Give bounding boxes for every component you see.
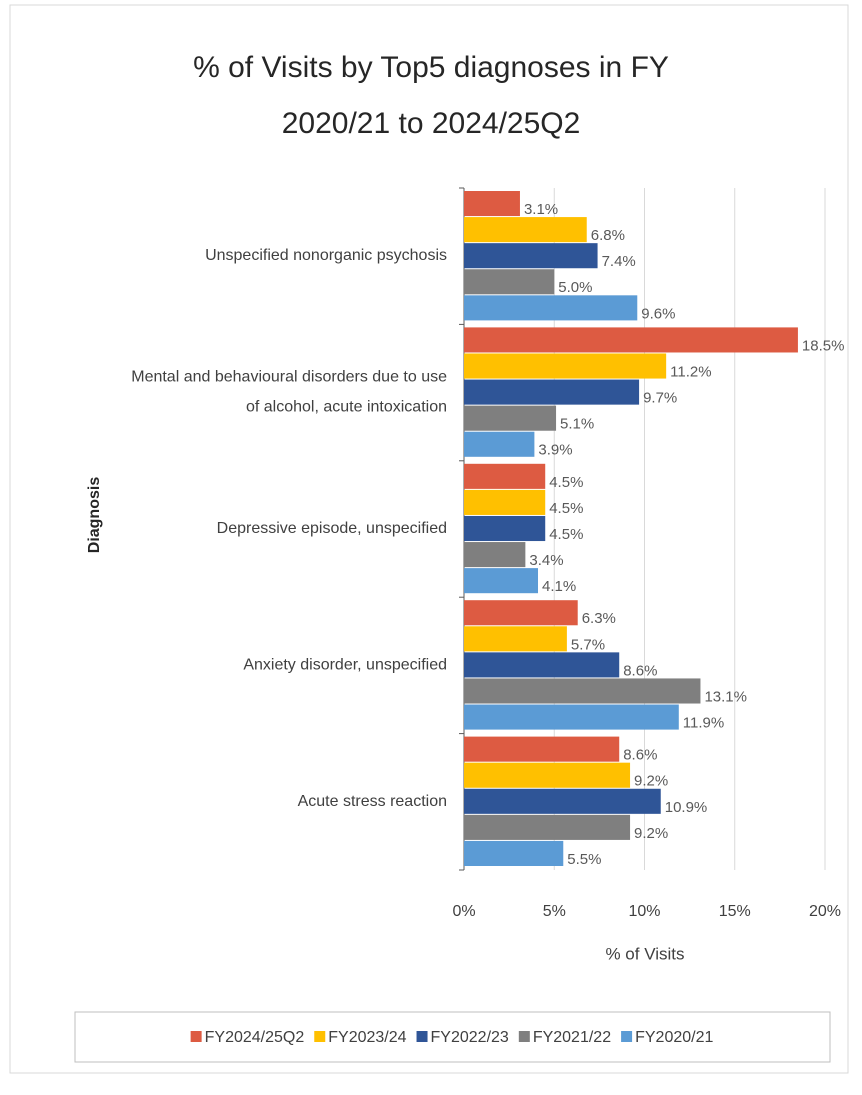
value-label: 11.9% — [683, 715, 724, 732]
value-label: 5.0% — [558, 279, 592, 296]
x-tick-label: 5% — [543, 903, 566, 920]
bar — [464, 431, 535, 457]
legend-swatch — [416, 1031, 428, 1042]
bar — [464, 600, 578, 626]
value-label: 4.5% — [549, 526, 583, 543]
bar — [464, 463, 546, 489]
value-label: 7.4% — [602, 253, 636, 270]
value-label: 9.6% — [641, 305, 675, 322]
legend-frame — [74, 1011, 831, 1063]
bar — [464, 788, 661, 814]
y-tick-label: Depressive episode, unspecified — [217, 520, 447, 537]
value-label: 9.2% — [634, 773, 668, 790]
legend-swatch — [314, 1031, 326, 1042]
bar — [464, 814, 631, 840]
bar — [464, 542, 526, 568]
value-label: 4.5% — [549, 474, 583, 491]
bar — [464, 678, 701, 704]
bar — [464, 489, 546, 515]
legend-label: FY2024/25Q2 — [205, 1029, 305, 1046]
x-axis-title: % of Visits — [605, 944, 684, 963]
value-label: 11.2% — [670, 363, 711, 380]
bar — [464, 515, 546, 542]
value-label: 5.1% — [560, 416, 594, 433]
bar — [464, 217, 587, 243]
legend-swatch — [621, 1031, 633, 1042]
value-label: 3.4% — [529, 552, 563, 569]
x-tick-label: 0% — [452, 903, 475, 920]
x-tick-label: 10% — [628, 903, 660, 920]
x-tick-label: 15% — [719, 903, 751, 920]
bar — [464, 652, 620, 678]
y-tick-label: Acute stress reaction — [298, 793, 447, 810]
value-label: 3.1% — [524, 201, 558, 218]
x-tick-label: 20% — [809, 903, 841, 920]
value-label: 5.7% — [571, 636, 605, 653]
y-axis-title: Diagnosis — [86, 477, 103, 554]
bar — [464, 379, 640, 405]
chart-title: % of Visits by Top5 diagnoses in FY 2020/… — [193, 51, 669, 140]
value-label: 9.7% — [643, 390, 677, 407]
y-tick-label: Anxiety disorder, unspecified — [243, 657, 447, 674]
bar — [464, 762, 631, 788]
bar — [464, 626, 567, 652]
value-label: 4.1% — [542, 578, 576, 595]
bar — [464, 269, 555, 295]
y-tick-label: Mental and behavioural disorders due to … — [131, 369, 447, 416]
legend-swatch — [518, 1031, 530, 1042]
value-label: 8.6% — [623, 662, 657, 679]
bar — [464, 704, 679, 730]
legend-label: FY2020/21 — [635, 1029, 713, 1046]
chart-frame — [9, 4, 849, 1074]
value-label: 18.5% — [802, 337, 845, 354]
value-label: 5.5% — [567, 851, 601, 868]
y-tick-label: Unspecified nonorganic psychosis — [205, 247, 447, 264]
value-label: 13.1% — [704, 688, 747, 705]
value-label: 6.8% — [591, 227, 625, 244]
legend-label: FY2023/24 — [328, 1029, 406, 1046]
bar — [464, 243, 598, 269]
value-label: 9.2% — [634, 825, 668, 842]
legend-label: FY2022/23 — [431, 1029, 509, 1046]
bar — [464, 295, 638, 321]
legend-swatch — [190, 1031, 202, 1042]
bar — [464, 405, 557, 431]
value-label: 10.9% — [665, 799, 708, 816]
bar — [464, 327, 798, 353]
bar — [464, 353, 667, 379]
value-label: 3.9% — [538, 442, 572, 459]
value-label: 4.5% — [549, 500, 583, 517]
legend: FY2024/25Q2 FY2023/24 FY2022/23 FY2021/22 FY… — [190, 1029, 713, 1046]
bar — [464, 736, 620, 762]
bar — [464, 840, 564, 866]
bar — [464, 191, 520, 217]
bar — [464, 568, 539, 594]
value-label: 6.3% — [582, 610, 616, 627]
legend-label: FY2021/22 — [533, 1029, 611, 1046]
value-label: 8.6% — [623, 747, 657, 764]
